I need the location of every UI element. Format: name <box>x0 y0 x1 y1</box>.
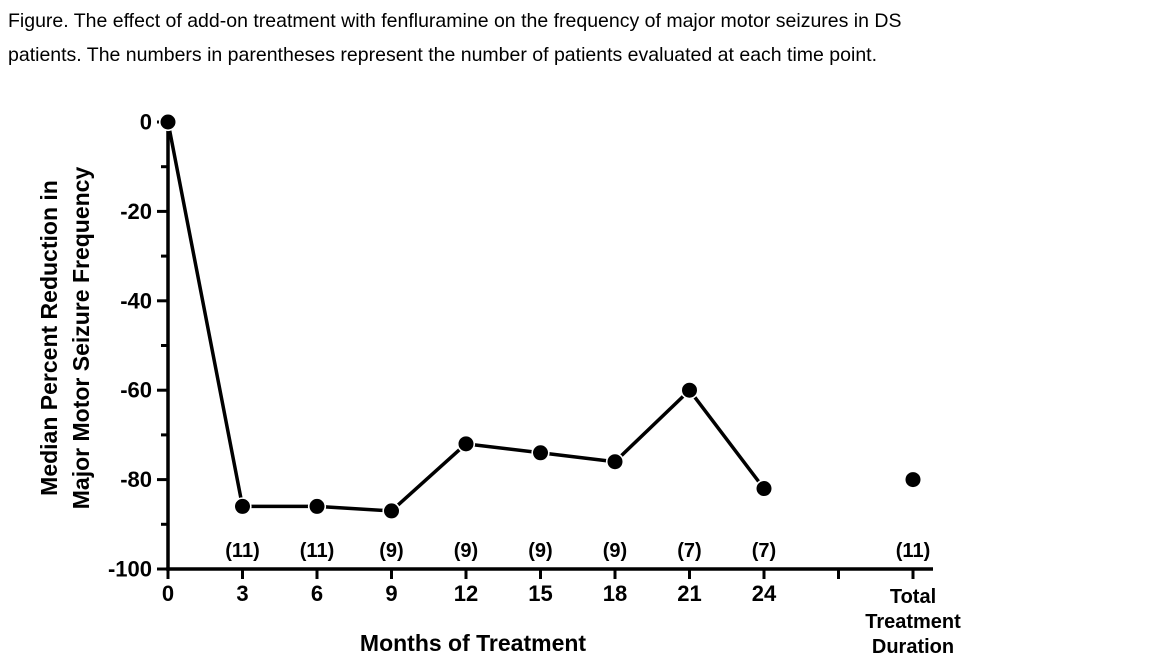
data-point <box>158 112 178 132</box>
data-point <box>754 479 774 498</box>
y-axis-title-line: Major Motor Seizure Frequency <box>68 167 94 510</box>
x-tick-label: 18 <box>603 581 627 606</box>
data-point <box>233 497 252 516</box>
data-point <box>382 501 401 520</box>
count-label: (9) <box>379 540 403 562</box>
x-tick-label: 0 <box>162 581 174 606</box>
y-tick-label: -20 <box>120 199 152 224</box>
x-tick-label: 6 <box>311 581 323 606</box>
count-label: (7) <box>752 540 776 562</box>
x-axis-title: Months of Treatment <box>360 630 587 656</box>
y-tick-label: -100 <box>108 557 152 582</box>
count-label: (9) <box>454 540 478 562</box>
x-tick-label-total-line: Duration <box>872 636 954 658</box>
y-tick-label: -60 <box>120 378 152 403</box>
data-point <box>605 452 625 471</box>
data-point <box>456 434 476 453</box>
data-point <box>307 497 327 516</box>
y-tick-label: 0 <box>140 110 152 135</box>
chart-area: 0 -20 -40 -60 -80 -100 0 3 (11) 6 (11) 9 (9) 12 (9) 15 (… <box>0 90 1150 671</box>
y-tick-label: -80 <box>120 467 152 492</box>
count-label: (11) <box>300 540 334 562</box>
data-point <box>531 443 550 462</box>
caption-line-1: Figure. The effect of add-on treatment w… <box>8 10 902 32</box>
x-tick-label-total-line: Treatment <box>865 611 961 633</box>
seizure-frequency-chart: 0 -20 -40 -60 -80 -100 0 3 (11) 6 (11) 9 (9) 12 (9) 15 (… <box>36 110 961 659</box>
caption-line-2: patients. The numbers in parentheses rep… <box>8 44 878 66</box>
data-point <box>680 381 699 400</box>
count-label: (9) <box>528 540 552 562</box>
count-label: (11) <box>896 540 930 562</box>
count-label: (7) <box>677 540 701 562</box>
x-tick-label: 24 <box>752 581 777 606</box>
x-tick-label: 15 <box>528 581 552 606</box>
x-tick-label: 21 <box>677 581 701 606</box>
x-tick-label: 9 <box>385 581 397 606</box>
y-axis-title-line: Median Percent Reduction in <box>36 180 62 496</box>
figure-caption: Figure. The effect of add-on treatment w… <box>8 4 1148 72</box>
x-tick-label-total-line: Total <box>890 586 936 608</box>
data-point-total <box>903 470 923 489</box>
count-label: (9) <box>603 540 627 562</box>
x-tick-label: 12 <box>454 581 478 606</box>
count-label: (11) <box>225 540 259 562</box>
x-tick-label: 3 <box>236 581 248 606</box>
y-tick-label: -40 <box>120 288 152 313</box>
